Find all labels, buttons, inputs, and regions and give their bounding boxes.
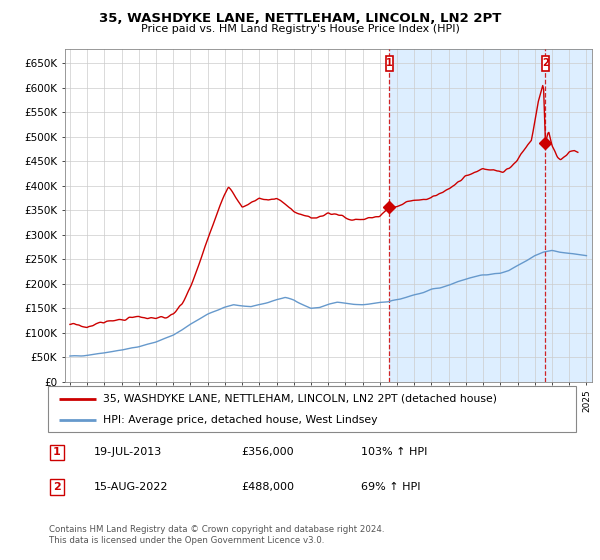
Bar bbox=[389, 49, 592, 382]
Text: £488,000: £488,000 bbox=[241, 482, 294, 492]
Text: 35, WASHDYKE LANE, NETTLEHAM, LINCOLN, LN2 2PT (detached house): 35, WASHDYKE LANE, NETTLEHAM, LINCOLN, L… bbox=[103, 394, 497, 404]
Text: HPI: Average price, detached house, West Lindsey: HPI: Average price, detached house, West… bbox=[103, 415, 378, 425]
Text: 1: 1 bbox=[386, 58, 392, 68]
Text: Contains HM Land Registry data © Crown copyright and database right 2024.
This d: Contains HM Land Registry data © Crown c… bbox=[49, 525, 385, 545]
Text: 35, WASHDYKE LANE, NETTLEHAM, LINCOLN, LN2 2PT: 35, WASHDYKE LANE, NETTLEHAM, LINCOLN, L… bbox=[99, 12, 501, 25]
Bar bbox=[386, 56, 392, 71]
Text: 15-AUG-2022: 15-AUG-2022 bbox=[94, 482, 169, 492]
Text: 69% ↑ HPI: 69% ↑ HPI bbox=[361, 482, 421, 492]
Bar bbox=[542, 56, 549, 71]
Text: 1: 1 bbox=[53, 447, 61, 458]
Text: 2: 2 bbox=[53, 482, 61, 492]
Text: 103% ↑ HPI: 103% ↑ HPI bbox=[361, 447, 428, 458]
Text: 2: 2 bbox=[542, 58, 549, 68]
FancyBboxPatch shape bbox=[48, 386, 576, 432]
Text: £356,000: £356,000 bbox=[241, 447, 294, 458]
Text: 19-JUL-2013: 19-JUL-2013 bbox=[94, 447, 163, 458]
Text: Price paid vs. HM Land Registry's House Price Index (HPI): Price paid vs. HM Land Registry's House … bbox=[140, 24, 460, 34]
